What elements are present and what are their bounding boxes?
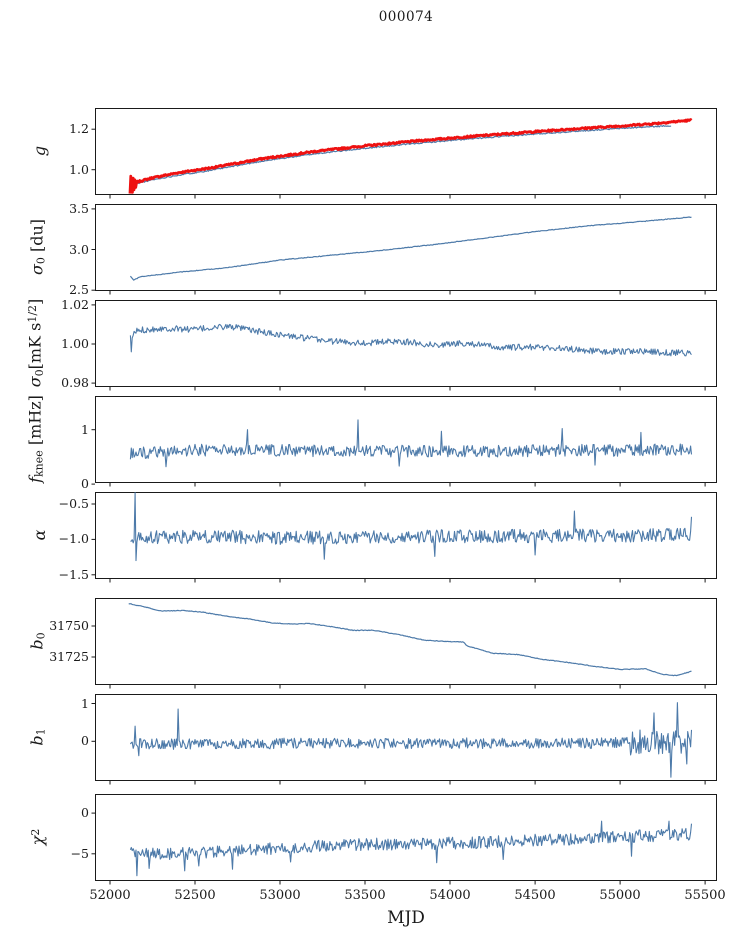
plot-area-g xyxy=(91,108,717,199)
label-unit: [mHz] xyxy=(25,395,45,451)
ytick-label: 1 xyxy=(81,421,89,437)
xtick-label: 53500 xyxy=(344,888,386,903)
label-text: χ xyxy=(28,835,48,846)
plot-area-alpha xyxy=(91,492,717,583)
plot-area-chi2 xyxy=(91,794,717,885)
ytick-label: 1.2 xyxy=(69,120,89,136)
ytick-label: 1 xyxy=(81,695,89,711)
label-sub: 1 xyxy=(34,728,48,736)
ytick-label: −5 xyxy=(70,845,89,861)
xtick-label: 55500 xyxy=(684,888,726,903)
ytick-label: 1.0 xyxy=(69,161,89,177)
ytick-label: −1.0 xyxy=(58,530,89,546)
y-axis-label-b0: b0 xyxy=(27,632,48,650)
plot-area-b0 xyxy=(91,598,717,689)
ytick-label: 31750 xyxy=(49,617,89,633)
xtick-label: 54500 xyxy=(514,888,556,903)
xtick-label: 55000 xyxy=(599,888,641,903)
ytick-label: −1.5 xyxy=(58,566,89,582)
plot-area-b1 xyxy=(91,694,717,785)
label-text: g xyxy=(30,145,49,157)
ytick-label: 3.5 xyxy=(69,200,89,216)
y-axis-label-alpha: α xyxy=(30,529,49,541)
ytick-label: 0 xyxy=(81,732,89,748)
label-text: b xyxy=(27,735,47,746)
label-sup: 2 xyxy=(28,828,42,836)
ytick-label: 1.00 xyxy=(61,335,89,351)
label-sub: 0 xyxy=(34,257,48,265)
x-axis-label: MJD xyxy=(387,908,425,928)
xtick-label: 53000 xyxy=(259,888,301,903)
label-text: α xyxy=(30,529,49,541)
label-sup: 1/2 xyxy=(26,304,40,323)
y-axis-label-b1: b1 xyxy=(27,728,48,746)
label-sub: 0 xyxy=(32,369,46,377)
ytick-label: 3.0 xyxy=(69,241,89,257)
label-text: σ xyxy=(27,264,47,276)
ytick-label: 2.5 xyxy=(69,281,89,297)
y-axis-label-sigma0-du: σ0 [du] xyxy=(27,218,48,276)
label-unit-end: ] xyxy=(25,298,45,305)
xtick-label: 52500 xyxy=(174,888,216,903)
plot-area-sigma0-du xyxy=(91,204,717,295)
ytick-label: 1.02 xyxy=(61,296,89,312)
y-axis-label-fknee: fknee [mHz] xyxy=(25,395,46,483)
label-sub: 0 xyxy=(34,632,48,640)
label-text: b xyxy=(27,639,47,650)
xtick-label: 54000 xyxy=(429,888,471,903)
y-axis-label-sigma0-mk: σ0[mK s1/2] xyxy=(25,298,46,388)
y-axis-label-g: g xyxy=(30,145,49,157)
ytick-label: 0 xyxy=(81,804,89,820)
y-axis-label-chi2: χ2 xyxy=(28,828,48,846)
plot-area-sigma0-mk xyxy=(91,300,717,391)
label-text: f xyxy=(25,476,45,483)
ytick-label: −0.5 xyxy=(58,495,89,511)
label-unit: [du] xyxy=(27,218,47,258)
label-unit: [mK s xyxy=(25,322,45,370)
plot-area-fknee xyxy=(91,396,717,487)
ytick-label: 0.98 xyxy=(61,374,89,390)
xtick-label: 52000 xyxy=(89,888,131,903)
label-text: σ xyxy=(25,376,45,388)
label-sub: knee xyxy=(32,450,46,477)
ytick-label: 31725 xyxy=(49,648,89,664)
figure-title: 000074 xyxy=(378,9,434,25)
ytick-label: 0 xyxy=(81,475,89,491)
